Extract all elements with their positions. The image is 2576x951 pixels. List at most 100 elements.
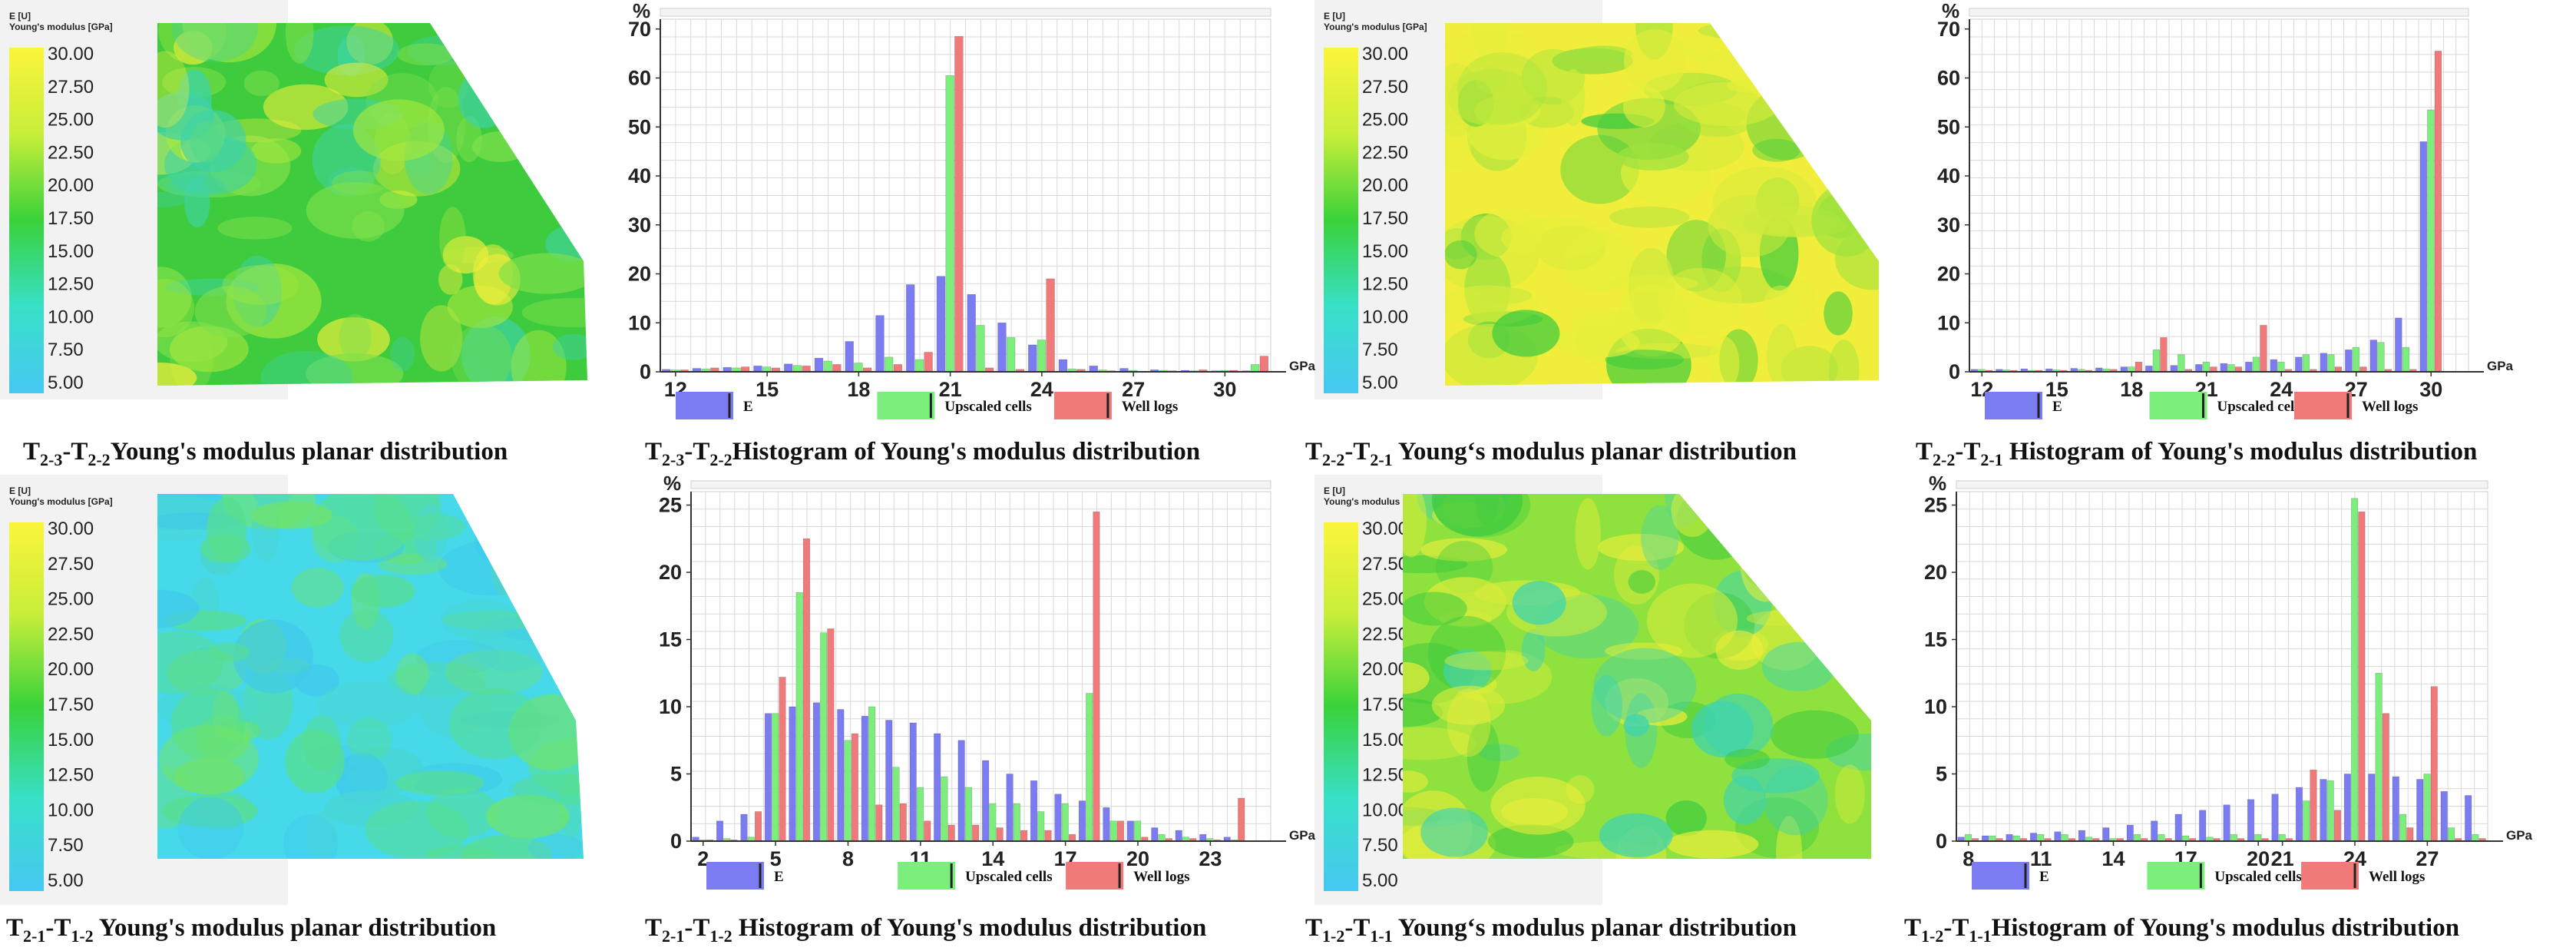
bar-upscaled bbox=[2351, 498, 2359, 842]
legend-label-e: E bbox=[774, 869, 784, 885]
map-texture-patch bbox=[1671, 494, 1715, 537]
bar-e bbox=[1175, 830, 1182, 842]
map-texture-patch bbox=[1724, 748, 1770, 770]
map-texture-patch bbox=[1834, 764, 1865, 824]
map-texture-patch bbox=[1628, 570, 1655, 594]
bar-e bbox=[2151, 820, 2158, 842]
y-tick-label: 0 bbox=[640, 360, 651, 383]
map-texture-patch bbox=[488, 67, 541, 108]
bar-upscaled bbox=[2327, 354, 2335, 373]
y-tick-label: 50 bbox=[628, 115, 651, 138]
y-tick-label: 30 bbox=[1937, 214, 1960, 237]
map-texture-patch bbox=[1609, 206, 1690, 228]
caption-map-t12-t11: T1-2-T1-1 Young‘s modulus planar distrib… bbox=[1305, 914, 1797, 946]
bar-upscaled bbox=[2133, 833, 2141, 842]
bar-e bbox=[2145, 366, 2153, 373]
colorbar-tick-label: 30.00 bbox=[48, 519, 94, 539]
colorbar-tick-label: 27.50 bbox=[1362, 77, 1408, 98]
map-texture-patch bbox=[1738, 502, 1819, 528]
x-tick-label: 30 bbox=[2419, 378, 2442, 401]
colorbar bbox=[9, 522, 44, 891]
map-texture-patch bbox=[1471, 23, 1510, 61]
colorbar-tick-label: 15.00 bbox=[1362, 241, 1408, 262]
map-texture-patch bbox=[1623, 29, 1687, 93]
map-texture-patch bbox=[339, 608, 394, 663]
colorbar-ticks: 30.00 27.50 25.00 22.50 20.00 17.50 15.00 12.50… bbox=[48, 44, 94, 393]
map-texture-patch bbox=[1809, 556, 1871, 605]
bar-upscaled bbox=[2037, 833, 2045, 842]
bar-upscaled bbox=[2402, 346, 2410, 373]
bar-upscaled bbox=[2230, 833, 2237, 842]
caption-hist-t21-t12: T2-1-T1-2 Histogram of Young's modulus d… bbox=[645, 914, 1206, 946]
bar-e bbox=[2395, 317, 2402, 373]
bar-upscaled bbox=[2278, 833, 2286, 842]
map-texture-patch bbox=[1740, 530, 1791, 602]
y-tick-label: 10 bbox=[1924, 695, 1947, 718]
bar-e bbox=[2174, 813, 2182, 842]
map-texture-patch bbox=[1715, 630, 1764, 670]
map-texture-patch bbox=[250, 501, 332, 529]
y-tick-label: 0 bbox=[1936, 830, 1947, 853]
map-texture-patch bbox=[260, 350, 353, 386]
y-tick-label: 15 bbox=[1924, 628, 1947, 651]
y-tick-label: 20 bbox=[1937, 263, 1960, 286]
bar-upscaled bbox=[2399, 813, 2407, 842]
bar-upscaled bbox=[2377, 342, 2385, 373]
bar-e bbox=[2195, 364, 2203, 373]
map-texture-patch bbox=[1723, 775, 1767, 825]
colorbar-tick-label: 12.50 bbox=[48, 765, 94, 786]
bar-upscaled bbox=[2423, 774, 2431, 842]
map-texture-patch bbox=[1775, 38, 1809, 106]
bar-e bbox=[2465, 795, 2472, 842]
x-tick-label: 23 bbox=[1199, 847, 1222, 870]
y-tick-label: 30 bbox=[628, 214, 651, 237]
bar-e bbox=[875, 315, 885, 373]
bar-upscaled bbox=[2427, 109, 2435, 373]
map-texture-patch bbox=[1403, 661, 1430, 694]
map-texture-patch bbox=[1599, 813, 1673, 857]
map-texture-patch bbox=[517, 104, 587, 161]
map-texture-patch bbox=[438, 263, 463, 295]
bar-upscaled bbox=[2227, 364, 2235, 373]
y-tick-label: 60 bbox=[628, 67, 651, 90]
y-tick-label: 0 bbox=[1949, 360, 1960, 383]
bar-welllogs bbox=[893, 364, 903, 373]
map-texture-patch bbox=[171, 23, 258, 62]
bar-welllogs bbox=[924, 820, 931, 842]
map-texture-patch bbox=[1445, 228, 1475, 260]
colorbar-tick-label: 5.00 bbox=[1362, 870, 1398, 891]
map-texture-patch bbox=[1776, 816, 1803, 859]
bar-upscaled bbox=[941, 776, 948, 842]
map-texture-patch bbox=[1666, 830, 1759, 859]
map-texture-patch bbox=[448, 688, 542, 760]
colorbar-tick-label: 20.00 bbox=[48, 659, 94, 680]
bar-e bbox=[861, 715, 868, 842]
map-texture-patch bbox=[1726, 77, 1810, 94]
colorbar-subtitle: Young's modulus [GPa] bbox=[9, 22, 113, 32]
colorbar-tick-label: 15.00 bbox=[1362, 730, 1408, 751]
bar-welllogs bbox=[2135, 361, 2143, 373]
map-texture-patch bbox=[1751, 494, 1838, 528]
map-texture-patch bbox=[283, 813, 338, 859]
bar-upscaled bbox=[1158, 833, 1166, 842]
legend-swatch-welllogs bbox=[2294, 392, 2352, 419]
x-tick-label: 20 bbox=[1126, 847, 1149, 870]
y-axis-unit: % bbox=[1929, 472, 1946, 495]
top-ruler bbox=[1969, 8, 2469, 17]
map-texture-patch bbox=[331, 171, 387, 196]
bar-e bbox=[837, 709, 845, 842]
bar-upscaled bbox=[792, 365, 802, 373]
map-texture-patch bbox=[302, 715, 342, 771]
colorbar-title: E [U] bbox=[9, 485, 31, 496]
map-texture-patch bbox=[1403, 727, 1476, 760]
map-texture-patch bbox=[212, 690, 239, 739]
bar-e bbox=[2320, 353, 2328, 373]
map-texture-patch bbox=[441, 610, 544, 630]
colorbar-tick-label: 27.50 bbox=[48, 77, 94, 98]
map-texture-patch bbox=[1597, 98, 1701, 161]
bar-welllogs bbox=[827, 628, 835, 842]
y-tick-label: 5 bbox=[670, 763, 682, 786]
bar-upscaled bbox=[795, 591, 803, 842]
